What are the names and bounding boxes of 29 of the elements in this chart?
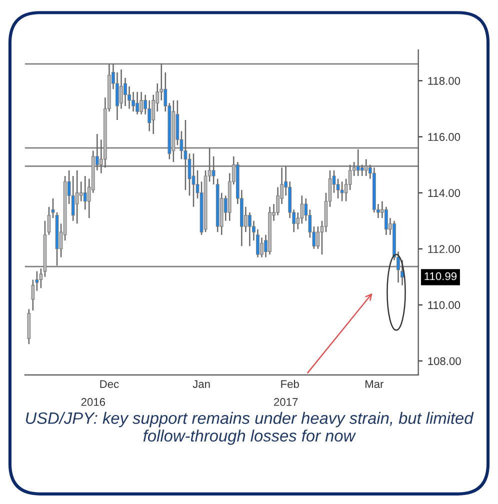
candlestick	[316, 226, 320, 250]
candlestick	[31, 279, 35, 312]
y-tick-label: 118.00	[428, 76, 460, 85]
x-tick-label: Jan	[192, 380, 210, 388]
candlestick	[83, 175, 87, 210]
x-tick-label: Mar	[366, 380, 384, 388]
x-tick-label: Dec	[100, 380, 119, 388]
candlestick	[140, 91, 144, 115]
text: USD/JPY: key support remains under heavy strain, but limited follow-through losses for now	[26, 412, 474, 445]
candlestick	[51, 198, 55, 219]
y-tick-label: 110.00	[428, 301, 460, 310]
candlestick	[75, 170, 79, 224]
candlestick	[47, 206, 51, 236]
candlestick	[336, 178, 340, 200]
text: 2017	[274, 398, 298, 406]
candlestick	[340, 180, 344, 202]
y-tick-label: 112.00	[428, 245, 460, 254]
text: 110.99	[424, 272, 457, 280]
candlestick	[136, 91, 139, 115]
y-tick-label: 116.00	[428, 133, 460, 141]
candlestick	[152, 94, 156, 135]
y-tick-label: 108.00	[428, 357, 461, 366]
y-tick-label: 114.00	[428, 189, 460, 197]
candlestick	[260, 237, 264, 258]
text: 2016	[81, 398, 106, 406]
candlestick	[248, 212, 252, 247]
x-tick-label: Feb	[281, 380, 299, 388]
candlestick	[120, 68, 123, 110]
candlestick	[79, 180, 83, 202]
